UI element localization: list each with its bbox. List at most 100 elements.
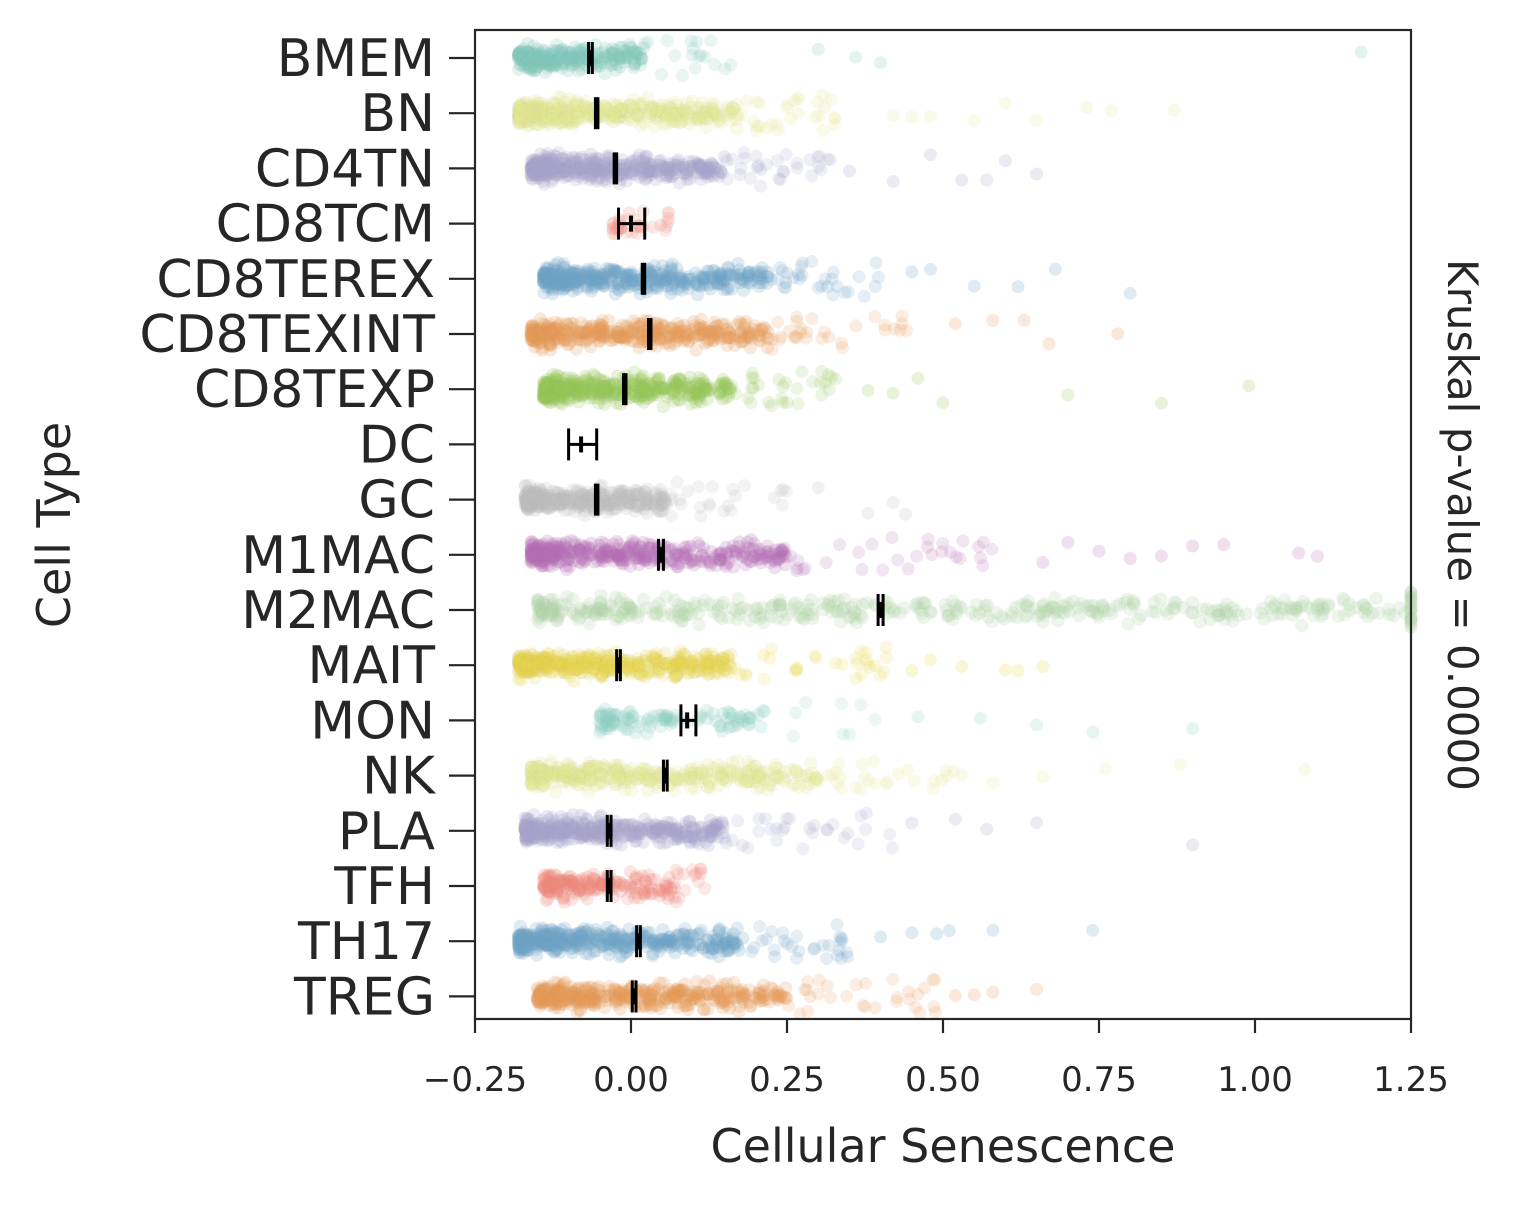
data-point [594,51,609,66]
data-point [541,657,556,672]
data-point [571,64,586,78]
data-point [651,98,666,113]
data-point [544,107,559,122]
data-point [653,102,668,117]
data-point [547,58,562,72]
data-point [619,44,633,58]
data-point [610,112,625,126]
strip-bmem [511,34,1368,82]
data-point [1195,602,1210,617]
data-point [901,562,915,576]
data-point [897,601,911,615]
data-point [609,57,624,72]
data-point [793,272,807,286]
data-point [555,46,570,61]
data-point [1322,599,1336,614]
data-point [521,57,536,71]
data-point [981,610,996,624]
outlier-point [1123,552,1137,565]
data-point [522,60,537,75]
data-point [629,46,644,61]
data-point [627,51,641,66]
data-point [542,53,557,67]
data-point [540,117,554,132]
data-point [776,772,791,786]
data-point [753,719,768,734]
data-point [751,768,766,782]
data-point [763,651,777,665]
data-point [560,264,575,278]
data-point [555,103,569,117]
data-point [723,113,737,128]
data-point [630,45,644,60]
data-point [528,546,542,560]
outlier-point [924,148,937,162]
data-point [537,102,552,116]
data-point [535,56,550,70]
data-point [795,365,809,379]
data-point [562,56,576,71]
data-point [598,49,613,63]
data-point [572,105,586,119]
data-point [561,106,576,121]
data-point [600,102,615,117]
data-point [571,394,586,409]
data-point [536,166,551,181]
data-point [754,322,769,336]
outlier-point [973,711,987,725]
data-point [739,774,754,789]
data-point [692,105,707,119]
data-point [587,154,602,169]
data-point [779,276,793,289]
data-point [572,45,587,60]
data-point [617,103,632,117]
data-point [626,60,641,75]
data-point [812,109,826,123]
data-point [661,108,676,122]
data-point [1331,609,1345,624]
data-point [530,111,545,125]
data-point [516,104,531,118]
data-point [545,286,560,301]
data-point [594,54,608,69]
data-point [805,169,819,183]
data-point [891,767,905,781]
data-point [512,62,526,76]
data-point [700,657,714,672]
data-point [711,114,725,128]
data-point [540,50,554,65]
data-point [528,109,543,123]
data-point [704,105,719,119]
outlier-point [955,173,969,187]
outlier-point [1217,538,1231,551]
outlier-point [967,279,981,293]
data-point [620,331,634,346]
data-point [891,553,905,567]
data-point [720,172,734,186]
data-point [859,653,873,667]
data-point [648,485,663,500]
data-point [612,102,627,117]
data-point [576,101,591,115]
data-point [555,775,570,789]
data-point [542,608,557,623]
data-point [528,48,543,62]
data-point [705,97,720,111]
data-point [1369,591,1383,606]
data-point [855,757,869,771]
data-point [568,104,583,119]
data-point [544,48,558,63]
data-point [536,48,551,63]
data-point [782,324,796,338]
data-point [691,112,706,126]
data-point [907,774,921,788]
data-point [584,284,599,298]
data-point [679,105,694,119]
data-point [613,59,627,74]
data-point [663,110,678,125]
data-point [538,65,553,80]
data-point [522,108,537,122]
data-point [522,107,536,122]
data-point [528,51,543,66]
data-point [743,171,757,185]
